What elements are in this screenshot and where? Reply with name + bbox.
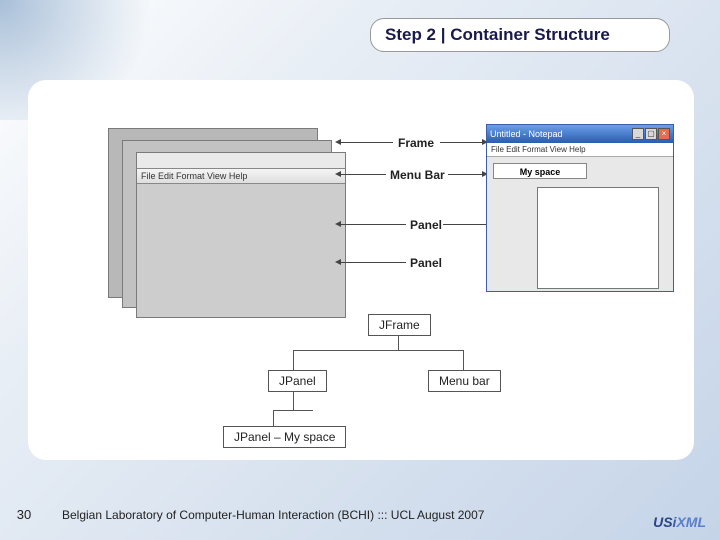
- tree-line: [293, 350, 294, 370]
- tree-line: [463, 350, 464, 370]
- node-jframe: JFrame: [368, 314, 431, 336]
- slide-title: Step 2 | Container Structure: [370, 18, 670, 52]
- node-menubar: Menu bar: [428, 370, 501, 392]
- max-icon: ▢: [645, 128, 657, 140]
- label-frame: Frame: [398, 136, 434, 150]
- label-panel-1: Panel: [410, 218, 442, 232]
- pad-titlebar: [137, 153, 345, 169]
- tree-line: [273, 410, 274, 426]
- close-icon: ×: [658, 128, 670, 140]
- logo-us: US: [653, 514, 672, 530]
- arrow: [338, 142, 393, 143]
- window-body: My space: [487, 157, 673, 189]
- myspace-box: My space: [493, 163, 587, 179]
- tree-line: [273, 410, 313, 411]
- pad-front: File Edit Format View Help: [136, 152, 346, 318]
- label-panel-2: Panel: [410, 256, 442, 270]
- tree-line: [398, 335, 399, 350]
- min-icon: _: [632, 128, 644, 140]
- tree-line: [293, 392, 294, 410]
- footer-text: Belgian Laboratory of Computer-Human Int…: [62, 508, 484, 522]
- label-menubar: Menu Bar: [390, 168, 445, 182]
- tree-line: [293, 350, 463, 351]
- logo: USiXML: [653, 514, 706, 530]
- arrow: [338, 224, 406, 225]
- window-buttons: _▢×: [631, 128, 670, 140]
- arrow: [338, 174, 386, 175]
- page-number: 30: [6, 507, 42, 522]
- mock-window: Untitled - Notepad _▢× File Edit Format …: [486, 124, 674, 292]
- node-jpanel-myspace: JPanel – My space: [223, 426, 346, 448]
- window-titlebar: Untitled - Notepad _▢×: [487, 125, 673, 143]
- node-jpanel: JPanel: [268, 370, 327, 392]
- content-panel: File Edit Format View Help Frame Menu Ba…: [28, 80, 694, 460]
- window-menu: File Edit Format View Help: [487, 143, 673, 157]
- arrow: [338, 262, 406, 263]
- arrow: [440, 142, 485, 143]
- footer: 30 Belgian Laboratory of Computer-Human …: [0, 507, 720, 522]
- pad-menu: File Edit Format View Help: [137, 169, 345, 184]
- arrow: [448, 174, 485, 175]
- window-title-text: Untitled - Notepad: [490, 129, 563, 139]
- inner-panel-rect: [537, 187, 659, 289]
- logo-xml: XML: [676, 514, 706, 530]
